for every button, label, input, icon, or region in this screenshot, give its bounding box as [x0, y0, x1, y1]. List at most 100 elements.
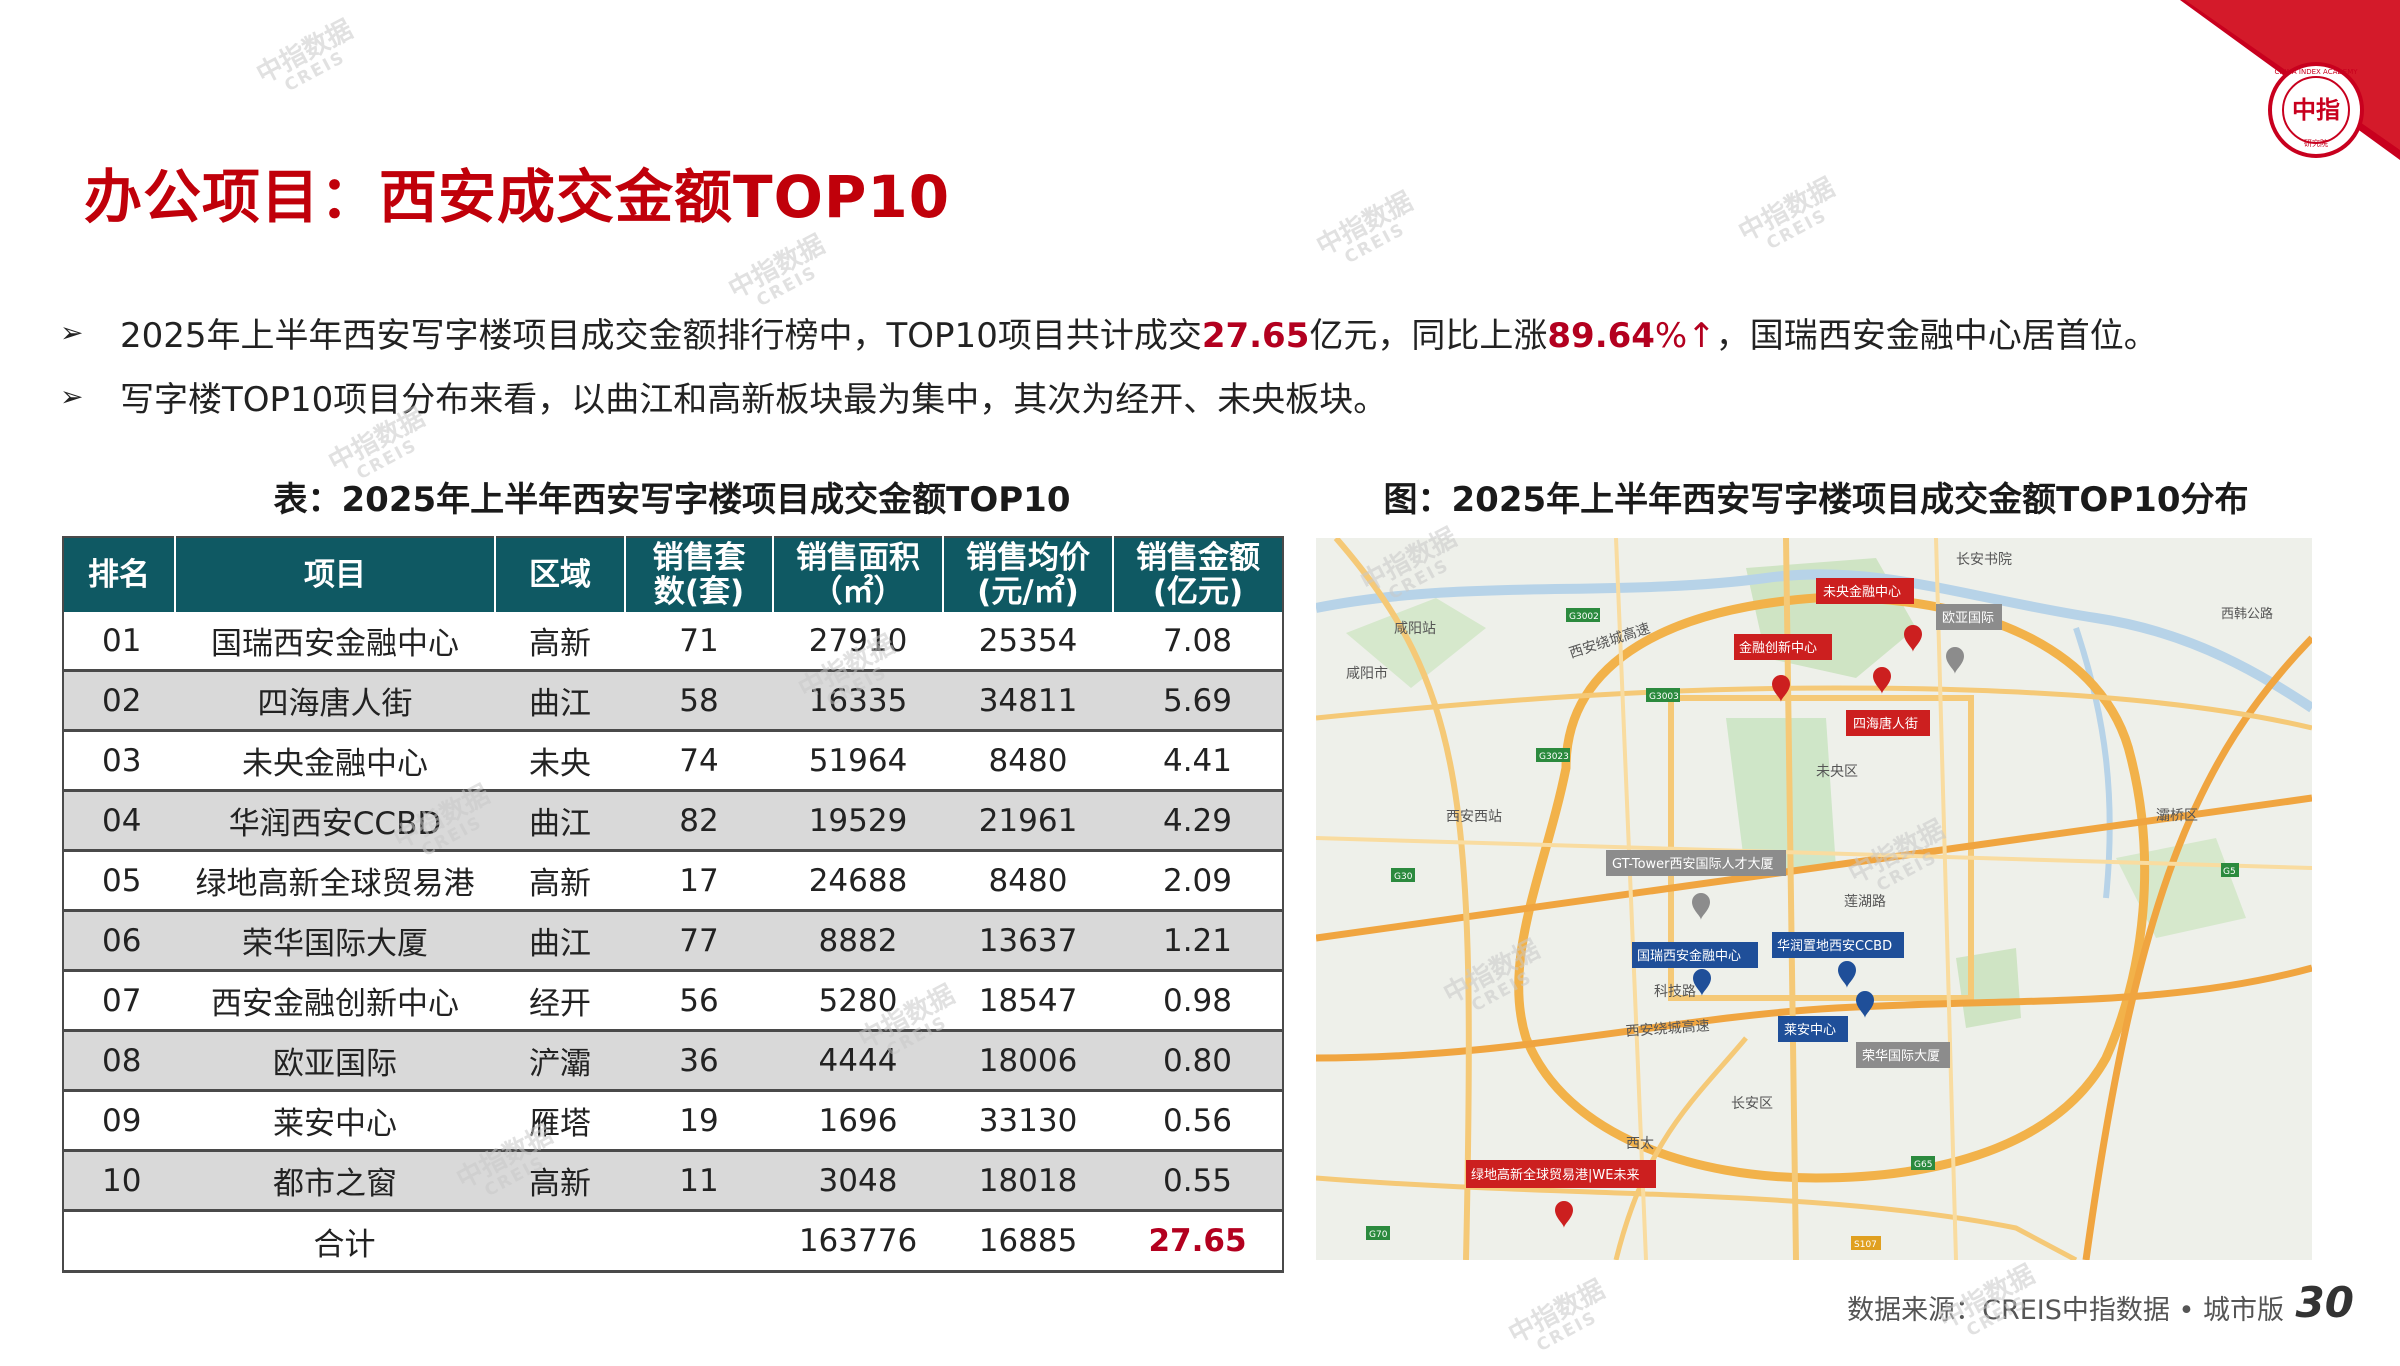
- highway: [1316, 794, 2312, 942]
- marker-label: 四海唐人街: [1853, 716, 1918, 732]
- amount-cell: 7.08: [1113, 612, 1283, 672]
- area-cell: 51964: [773, 730, 943, 792]
- watermark: 中指数据 CREIS: [1733, 172, 1840, 254]
- marker-label: 莱安中心: [1784, 1023, 1836, 1038]
- bullet-item: ➢ 写字楼TOP10项目分布来看，以曲江和高新板块最为集中，其次为经开、未央板块…: [60, 364, 2310, 428]
- location-pin-icon[interactable]: [1555, 1201, 1573, 1228]
- rank-cell: 05: [63, 850, 175, 912]
- watermark: 中指数据 CREIS: [251, 14, 358, 96]
- location-pin-icon[interactable]: [1692, 893, 1710, 920]
- park-area: [1726, 718, 1836, 878]
- table-total-row: 合计 163776 16885 27.65: [63, 1210, 1283, 1273]
- marker-label: 未央金融中心: [1823, 584, 1901, 600]
- area-cell: 24688: [773, 850, 943, 912]
- price-cell: 18018: [943, 1150, 1113, 1212]
- summary-bullets: ➢ 2025年上半年西安写字楼项目成交金额排行榜中，TOP10项目共计成交27.…: [60, 300, 2310, 428]
- total-units: [625, 1210, 773, 1273]
- rank-cell: 08: [63, 1030, 175, 1092]
- location-pin-icon[interactable]: [1904, 625, 1922, 652]
- place-label: 西安绕城高速: [1625, 1017, 1710, 1040]
- col-header-area: 销售面积 （㎡）: [773, 537, 944, 612]
- district-cell: 高新: [495, 1150, 625, 1212]
- table-row: 04 华润西安CCBD 曲江 82 19529 21961 4.29: [63, 790, 1283, 852]
- area-cell: 5280: [773, 970, 943, 1032]
- arrow-bullet-icon: ➢: [60, 315, 84, 349]
- price-cell: 18547: [943, 970, 1113, 1032]
- location-pin-icon[interactable]: [1946, 647, 1964, 674]
- district-cell: 浐灞: [495, 1030, 625, 1092]
- bullet-item: ➢ 2025年上半年西安写字楼项目成交金额排行榜中，TOP10项目共计成交27.…: [60, 300, 2310, 364]
- road: [1934, 538, 1958, 1260]
- road-shield: G30: [1394, 872, 1413, 882]
- road: [1316, 836, 2312, 870]
- marker-label: 欧亚国际: [1942, 611, 1994, 626]
- col-header-price: 销售均价 (元/㎡): [943, 537, 1114, 612]
- project-cell: 未央金融中心: [175, 730, 495, 792]
- location-pin-icon[interactable]: [1856, 991, 1874, 1018]
- table-row: 10 都市之窗 高新 11 3048 18018 0.55: [63, 1150, 1283, 1212]
- project-cell: 都市之窗: [175, 1150, 495, 1212]
- highway: [2082, 635, 2312, 1260]
- marker-label: 荣华国际大厦: [1862, 1049, 1940, 1064]
- rank-cell: 04: [63, 790, 175, 852]
- road-shield: G3002: [1569, 612, 1599, 622]
- location-pin-icon[interactable]: [1873, 667, 1891, 694]
- location-pin-icon[interactable]: [1838, 961, 1856, 988]
- table-row: 03 未央金融中心 未央 74 51964 8480 4.41: [63, 730, 1283, 792]
- park-area: [1346, 598, 1486, 688]
- area-cell: 8882: [773, 910, 943, 972]
- project-cell: 四海唐人街: [175, 670, 495, 732]
- watermark: 中指数据 CREIS: [1503, 1274, 1610, 1356]
- road-shield: G5: [2223, 867, 2236, 877]
- project-cell: 荣华国际大厦: [175, 910, 495, 972]
- total-label: 合计: [63, 1210, 625, 1273]
- location-pin-icon[interactable]: [1693, 969, 1711, 996]
- page-title: 办公项目：西安成交金额TOP10: [84, 163, 951, 231]
- place-label: 灞桥区: [2156, 808, 2198, 824]
- svg-text:研究院: 研究院: [2304, 138, 2328, 148]
- table-row: 02 四海唐人街 曲江 58 16335 34811 5.69: [63, 670, 1283, 732]
- price-cell: 21961: [943, 790, 1113, 852]
- units-cell: 71: [625, 612, 773, 672]
- arrow-bullet-icon: ➢: [60, 379, 84, 413]
- table-row: 08 欧亚国际 浐灞 36 4444 18006 0.80: [63, 1030, 1283, 1092]
- col-header-district: 区域: [495, 537, 626, 612]
- project-cell: 国瑞西安金融中心: [175, 612, 495, 672]
- district-cell: 高新: [495, 612, 625, 672]
- table-row: 05 绿地高新全球贸易港 高新 17 24688 8480 2.09: [63, 850, 1283, 912]
- place-label: 西韩公路: [2221, 606, 2273, 622]
- area-cell: 27910: [773, 612, 943, 672]
- highway: [1316, 685, 2312, 731]
- amount-cell: 5.69: [1113, 670, 1283, 732]
- district-cell: 雁塔: [495, 1090, 625, 1152]
- ring-road: [1514, 593, 2150, 1183]
- amount-cell: 2.09: [1113, 850, 1283, 912]
- amount-cell: 1.21: [1113, 910, 1283, 972]
- area-cell: 16335: [773, 670, 943, 732]
- col-header-units: 销售套 数(套): [625, 537, 774, 612]
- col-header-rank: 排名: [63, 537, 176, 612]
- table-header-row: 排名 项目 区域 销售套 数(套) 销售面积 （㎡） 销售均价 (元/㎡) 销售金额(…: [63, 537, 1283, 612]
- road: [1614, 538, 1648, 1260]
- project-cell: 欧亚国际: [175, 1030, 495, 1092]
- price-cell: 13637: [943, 910, 1113, 972]
- rank-cell: 06: [63, 910, 175, 972]
- road-shield: S107: [1854, 1240, 1877, 1250]
- units-cell: 19: [625, 1090, 773, 1152]
- units-cell: 11: [625, 1150, 773, 1212]
- amount-cell: 0.55: [1113, 1150, 1283, 1212]
- units-cell: 58: [625, 670, 773, 732]
- bullet-text: 写字楼TOP10项目分布来看，以曲江和高新板块最为集中，其次为经开、未央板块。: [120, 379, 1388, 420]
- watermark: 中指数据 CREIS: [1311, 186, 1418, 268]
- rank-cell: 02: [63, 670, 175, 732]
- amount-cell: 0.98: [1113, 970, 1283, 1032]
- district-cell: 经开: [495, 970, 625, 1032]
- amount-cell: 0.80: [1113, 1030, 1283, 1092]
- place-label: 咸阳市: [1346, 665, 1388, 682]
- location-pin-icon[interactable]: [1772, 675, 1790, 702]
- table-row: 09 莱安中心 雁塔 19 1696 33130 0.56: [63, 1090, 1283, 1152]
- table-row: 07 西安金融创新中心 经开 56 5280 18547 0.98: [63, 970, 1283, 1032]
- district-cell: 曲江: [495, 910, 625, 972]
- road-shield: G65: [1914, 1160, 1932, 1170]
- table-row: 06 荣华国际大厦 曲江 77 8882 13637 1.21: [63, 910, 1283, 972]
